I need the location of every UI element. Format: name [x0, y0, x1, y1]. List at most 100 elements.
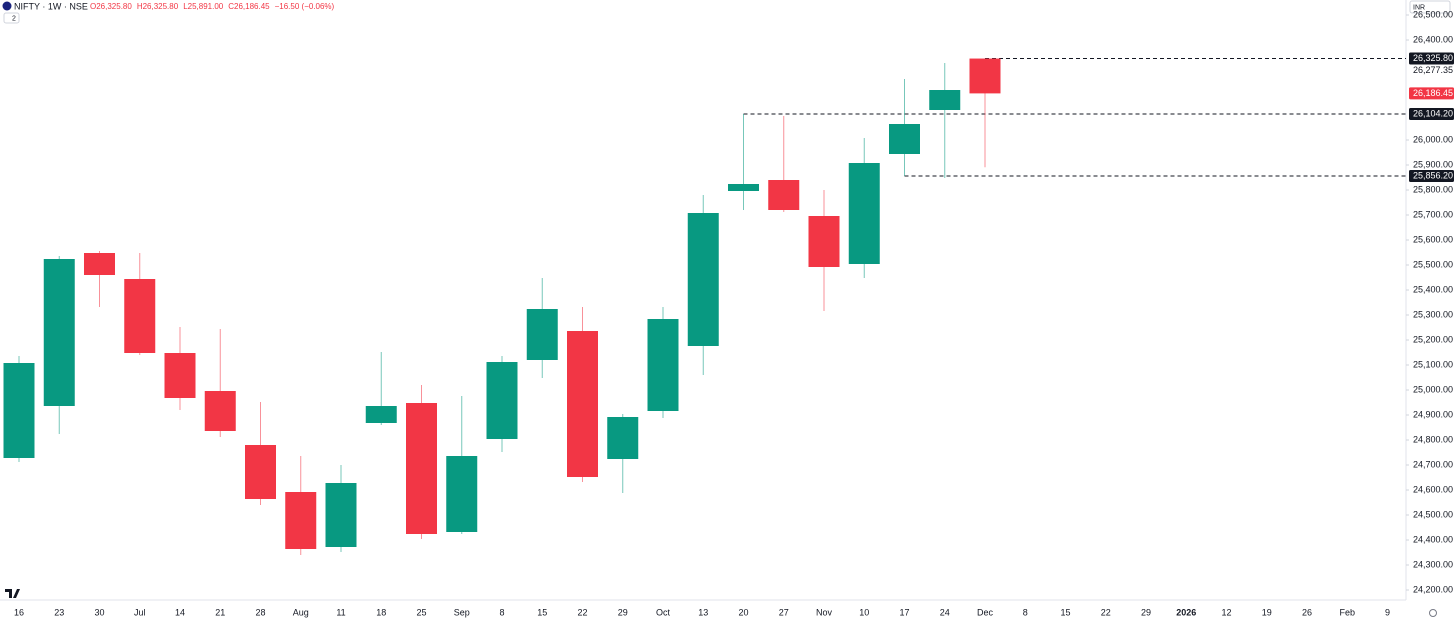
x-tick-label: 17 — [899, 607, 909, 617]
ohlc-value: C26,186.45 — [228, 2, 270, 11]
price-line-label-box — [1409, 107, 1454, 120]
x-tick-label: 21 — [215, 607, 225, 617]
candle-body — [164, 353, 196, 398]
x-tick-label: Sep — [454, 607, 470, 617]
y-tick-label: 25,300.00 — [1413, 309, 1453, 319]
x-tick-label: 12 — [1221, 607, 1231, 617]
x-tick-label: 25 — [416, 607, 426, 617]
x-tick-label: 8 — [1023, 607, 1028, 617]
y-tick-label: 24,300.00 — [1413, 559, 1453, 569]
candle-body — [687, 213, 719, 346]
candle-body — [728, 184, 759, 191]
last-price-label-box — [1409, 87, 1454, 100]
candle-body — [808, 216, 840, 267]
x-tick-label: 10 — [859, 607, 869, 617]
indicator-badge-box[interactable] — [3, 12, 20, 24]
y-tick-label: 25,200.00 — [1413, 334, 1453, 344]
x-tick-label: 24 — [940, 607, 950, 617]
candle-body — [929, 90, 961, 110]
x-tick-label: 9 — [1385, 607, 1390, 617]
x-tick-label: 18 — [376, 607, 386, 617]
y-tick-label: 25,700.00 — [1413, 209, 1453, 219]
x-tick-label: 13 — [698, 607, 708, 617]
x-tick-label: Oct — [656, 607, 671, 617]
x-tick-label: Nov — [816, 607, 833, 617]
candle-body — [567, 331, 598, 477]
x-tick-label: Jul — [134, 607, 146, 617]
x-tick-label: 28 — [255, 607, 265, 617]
candle-body — [43, 259, 75, 406]
ohlc-value: H26,325.80 — [137, 2, 179, 11]
x-tick-label: 27 — [779, 607, 789, 617]
candle-body — [647, 319, 679, 411]
y-tick-label: 25,800.00 — [1413, 184, 1453, 194]
candle-body — [325, 483, 357, 547]
chart-title: NIFTY · 1W · NSE — [14, 1, 88, 11]
candle-body — [84, 253, 115, 275]
y-tick-label: 26,000.00 — [1413, 134, 1453, 144]
y-tick-label: 24,600.00 — [1413, 484, 1453, 494]
x-tick-label: Feb — [1339, 607, 1355, 617]
x-tick-label: 26 — [1302, 607, 1312, 617]
candle-body — [3, 363, 35, 458]
x-tick-label: Aug — [293, 607, 309, 617]
x-tick-label: 14 — [175, 607, 185, 617]
y-tick-label: 24,900.00 — [1413, 409, 1453, 419]
candle-body — [848, 163, 880, 264]
x-tick-label: 15 — [1060, 607, 1070, 617]
candle-body — [285, 492, 317, 549]
price-line-label: 26,325.80 — [1413, 53, 1453, 63]
y-tick-label: 24,500.00 — [1413, 509, 1453, 519]
x-tick-label: 22 — [1101, 607, 1111, 617]
currency-button[interactable]: INR — [1413, 4, 1425, 11]
y-tick-label: 25,100.00 — [1413, 359, 1453, 369]
x-tick-label: 30 — [94, 607, 104, 617]
candle-body — [526, 309, 558, 360]
ohlc-value: −16.50 (−0.06%) — [275, 2, 335, 11]
x-tick-label: 20 — [738, 607, 748, 617]
y-tick-label: 25,900.00 — [1413, 159, 1453, 169]
candle-body — [204, 391, 236, 431]
ohlc-value: L25,891.00 — [183, 2, 224, 11]
candle-body — [406, 403, 437, 534]
x-tick-label: 29 — [618, 607, 628, 617]
indicator-badge[interactable]: 2 — [12, 15, 16, 22]
ohlc-legend: O26,325.80 H26,325.80 L25,891.00 C26,186.45… — [90, 2, 335, 11]
y-tick-label: 25,600.00 — [1413, 234, 1453, 244]
y-tick-label: 24,800.00 — [1413, 434, 1453, 444]
x-tick-label: 2026 — [1176, 607, 1196, 617]
candle-body — [245, 445, 276, 499]
y-tick-label: 24,200.00 — [1413, 584, 1453, 594]
candle-body — [768, 180, 800, 210]
x-tick-label: 15 — [537, 607, 547, 617]
symbol-icon — [2, 1, 12, 11]
y-tick-label: 24,400.00 — [1413, 534, 1453, 544]
x-tick-label: 11 — [336, 607, 345, 617]
candle-body — [365, 406, 397, 423]
level-label: 26,277.35 — [1413, 65, 1453, 75]
currency-button-box[interactable] — [1409, 0, 1451, 14]
y-tick-label: 25,000.00 — [1413, 384, 1453, 394]
candle-body — [607, 417, 639, 459]
x-tick-label: 19 — [1262, 607, 1272, 617]
price-line-label-box — [1409, 169, 1454, 182]
price-line-label: 26,104.20 — [1413, 108, 1453, 118]
y-tick-label: 26,400.00 — [1413, 34, 1453, 44]
ohlc-value: O26,325.80 — [90, 2, 132, 11]
level-label-box — [1409, 64, 1454, 77]
price-line-label-box — [1409, 52, 1454, 65]
y-tick-label: 26,500.00 — [1413, 9, 1453, 19]
last-price-label: 26,186.45 — [1413, 88, 1453, 98]
y-tick-label: 25,500.00 — [1413, 259, 1453, 269]
tv-logo — [5, 589, 20, 598]
x-tick-label: 22 — [577, 607, 587, 617]
x-tick-label: 16 — [14, 607, 24, 617]
settings-icon[interactable] — [1429, 609, 1437, 617]
x-tick-label: 29 — [1141, 607, 1151, 617]
y-tick-label: 25,400.00 — [1413, 284, 1453, 294]
x-tick-label: 8 — [499, 607, 504, 617]
x-tick-label: Dec — [977, 607, 994, 617]
price-line-label: 25,856.20 — [1413, 170, 1453, 180]
